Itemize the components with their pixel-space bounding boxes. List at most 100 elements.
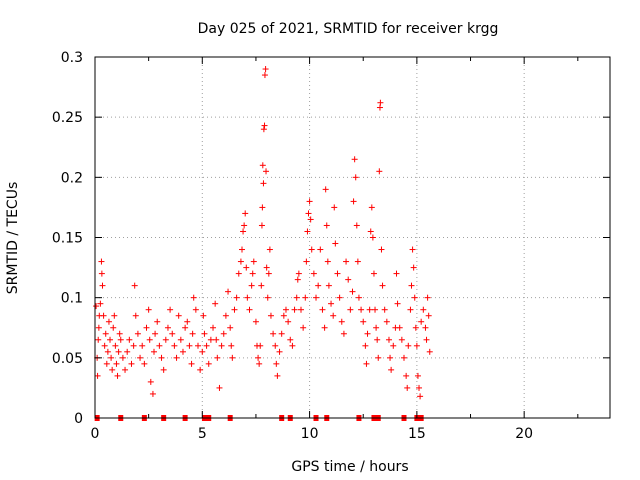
data-point [315, 282, 322, 289]
plot-frame [94, 56, 611, 419]
x-tick-label: 15 [408, 426, 426, 442]
data-point [423, 336, 430, 343]
data-point [355, 294, 362, 301]
data-point [375, 354, 382, 361]
data-point [225, 288, 232, 295]
data-point [147, 378, 154, 385]
data-point [116, 330, 123, 337]
y-tick-label: 0.2 [61, 170, 83, 186]
data-point [374, 336, 381, 343]
data-point [244, 294, 251, 301]
data-point [405, 342, 412, 349]
data-point [302, 294, 309, 301]
data-point [243, 264, 250, 271]
data-point [412, 324, 419, 331]
data-point [347, 306, 354, 313]
data-point [425, 312, 432, 319]
data-point [156, 342, 163, 349]
data-point [280, 312, 287, 319]
data-point [182, 324, 189, 331]
data-point [162, 336, 169, 343]
y-tick-label: 0.3 [61, 50, 83, 66]
data-point [417, 393, 424, 400]
data-point [358, 306, 365, 313]
data-point [307, 216, 314, 223]
data-point [420, 306, 427, 313]
data-point [146, 336, 153, 343]
data-point [141, 360, 148, 367]
data-point [404, 384, 411, 391]
data-point [128, 360, 135, 367]
data-point [317, 246, 324, 253]
data-point [110, 324, 117, 331]
data-point [261, 72, 268, 79]
y-tick-label: 0.1 [61, 291, 83, 307]
data-point [409, 246, 416, 253]
data-point [242, 210, 249, 217]
data-point [387, 354, 394, 361]
data-point [350, 198, 357, 205]
data-point [134, 330, 141, 337]
data-point [265, 270, 272, 277]
x-tick-label: 0 [91, 426, 100, 442]
data-point [298, 306, 304, 313]
data-point [231, 306, 238, 313]
data-point [390, 342, 397, 349]
data-point [197, 366, 204, 373]
data-point [303, 258, 310, 265]
data-point [171, 342, 178, 349]
data-point [103, 360, 110, 367]
data-point [324, 258, 331, 265]
data-point [179, 348, 186, 355]
data-point [167, 306, 174, 313]
data-point [113, 360, 120, 367]
data-point [294, 276, 301, 283]
data-point [216, 384, 223, 391]
data-point [105, 318, 112, 325]
data-point [160, 366, 167, 373]
data-point [411, 294, 418, 301]
data-point [270, 330, 277, 337]
data-point [152, 330, 159, 337]
data-point [214, 354, 221, 361]
data-point [388, 366, 395, 373]
data-point [278, 330, 285, 337]
data-point [407, 306, 414, 313]
data-point [154, 318, 161, 325]
data-point [94, 372, 101, 379]
data-point [149, 390, 156, 397]
data-point [238, 246, 245, 253]
data-point [104, 348, 111, 355]
data-point [131, 282, 138, 289]
data-point [351, 156, 358, 163]
data-point [369, 234, 376, 241]
data-point [376, 168, 383, 175]
data-point [259, 162, 266, 169]
data-point [360, 318, 367, 325]
data-point [186, 342, 193, 349]
data-point [192, 306, 199, 313]
data-point [373, 324, 380, 331]
data-point [264, 294, 271, 301]
data-point [97, 300, 104, 307]
data-point [383, 318, 390, 325]
data-point [112, 342, 119, 349]
data-point [368, 204, 375, 211]
data-point [394, 300, 401, 307]
data-point [241, 222, 248, 229]
data-point [304, 228, 311, 235]
data-point [222, 312, 229, 319]
data-point [189, 330, 196, 337]
data-point [218, 342, 225, 349]
x-tick-label: 10 [301, 426, 319, 442]
data-point [363, 360, 370, 367]
data-point [249, 270, 256, 277]
data-point [240, 228, 247, 235]
data-point [250, 258, 257, 265]
data-point [100, 312, 107, 319]
data-point [227, 324, 234, 331]
data-point [212, 300, 219, 307]
y-tick-label: 0 [74, 411, 83, 427]
data-point [372, 306, 379, 313]
data-point [205, 360, 212, 367]
